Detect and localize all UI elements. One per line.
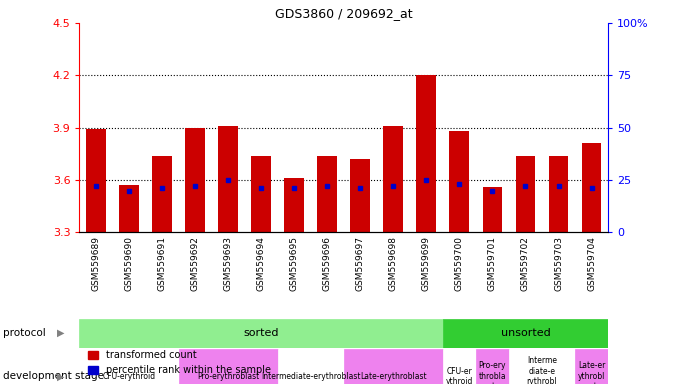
Text: GSM559690: GSM559690 [124,237,133,291]
Text: sorted: sorted [243,328,279,338]
Text: Pro-ery
throbla
st: Pro-ery throbla st [479,361,507,384]
Text: ▶: ▶ [57,371,65,381]
Text: GSM559696: GSM559696 [323,237,332,291]
Bar [476,349,509,384]
Bar [384,126,404,232]
Legend: transformed count, percentile rank within the sample: transformed count, percentile rank withi… [84,346,274,379]
Bar [284,178,304,232]
Bar [482,187,502,232]
Text: GSM559695: GSM559695 [290,237,299,291]
Text: GSM559701: GSM559701 [488,237,497,291]
Bar [79,319,443,348]
Bar [252,156,271,232]
Text: GSM559702: GSM559702 [521,237,530,291]
Bar [344,349,443,384]
Text: GSM559698: GSM559698 [389,237,398,291]
Text: GSM559689: GSM559689 [91,237,100,291]
Text: GSM559694: GSM559694 [256,237,265,291]
Bar [79,349,178,384]
Bar [582,143,601,232]
Bar [86,129,106,232]
Bar [449,131,469,232]
Bar [152,156,172,232]
Text: Intermediate-erythroblast: Intermediate-erythroblast [261,372,361,381]
Text: GSM559699: GSM559699 [422,237,431,291]
Bar [119,185,139,232]
Bar [549,156,569,232]
Text: Late-er
ythrobl
ast: Late-er ythrobl ast [578,361,605,384]
Title: GDS3860 / 209692_at: GDS3860 / 209692_at [275,7,413,20]
Text: unsorted: unsorted [500,328,550,338]
Bar [218,126,238,232]
Text: development stage: development stage [3,371,104,381]
Text: CFU-erythroid: CFU-erythroid [102,372,155,381]
Bar [443,319,608,348]
Bar [178,349,278,384]
Bar [515,156,536,232]
Text: Pro-erythroblast: Pro-erythroblast [197,372,259,381]
Bar [575,349,608,384]
Text: GSM559703: GSM559703 [554,237,563,291]
Text: ▶: ▶ [57,328,65,338]
Bar [350,159,370,232]
Text: Late-erythroblast: Late-erythroblast [360,372,426,381]
Bar [278,349,344,384]
Text: GSM559693: GSM559693 [224,237,233,291]
Bar [317,156,337,232]
Text: GSM559697: GSM559697 [356,237,365,291]
Text: Interme
diate-e
rythrobl
ast: Interme diate-e rythrobl ast [527,356,558,384]
Bar [509,349,575,384]
Text: protocol: protocol [3,328,46,338]
Text: GSM559704: GSM559704 [587,237,596,291]
Text: GSM559692: GSM559692 [191,237,200,291]
Text: GSM559691: GSM559691 [158,237,167,291]
Bar [443,349,476,384]
Text: GSM559700: GSM559700 [455,237,464,291]
Bar [185,127,205,232]
Text: CFU-er
ythroid: CFU-er ythroid [446,367,473,384]
Bar [417,75,436,232]
